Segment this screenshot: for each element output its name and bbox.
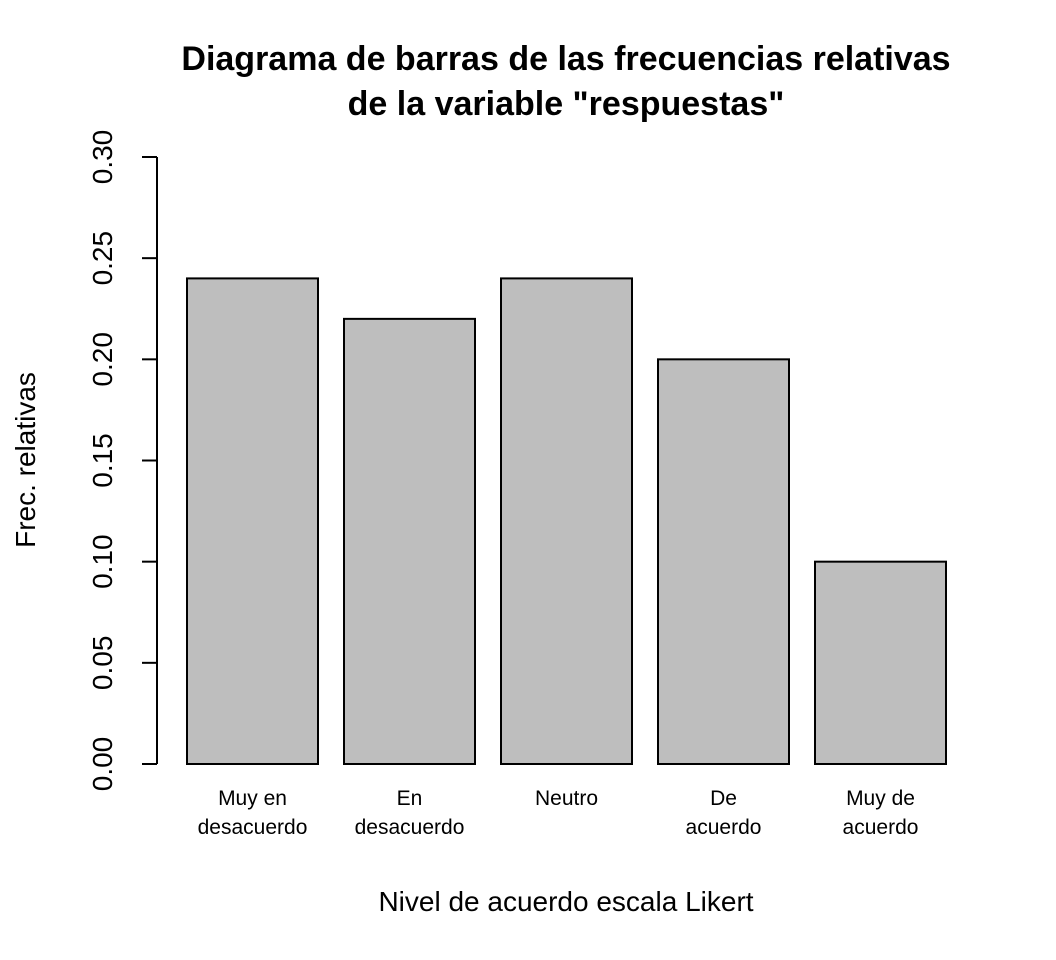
y-tick-label: 0.10 [87, 534, 118, 589]
y-tick-label: 0.25 [87, 231, 118, 286]
y-tick-label: 0.30 [87, 130, 118, 185]
bar-3 [500, 277, 633, 765]
y-axis-label: Frec. relativas [10, 372, 41, 548]
chart-title-line-1: Diagrama de barras de las frecuencias re… [181, 40, 950, 78]
y-tick-label: 0.00 [87, 737, 118, 792]
x-category-label-4: De acuerdo [686, 787, 762, 839]
x-axis-label: Nivel de acuerdo escala Likert [378, 886, 753, 917]
x-axis-category-labels: Muy en desacuerdo En desacuerdo Neutro De acue… [198, 787, 919, 839]
bar-4 [657, 358, 790, 765]
x-category-label-2: En desacuerdo [355, 787, 465, 839]
bar-1 [186, 277, 319, 765]
x-category-label-3: Neutro [535, 787, 598, 810]
chart-title-line-2: de la variable "respuestas" [348, 85, 785, 123]
y-tick-label: 0.15 [87, 433, 118, 488]
chart-title: Diagrama de barras de las frecuencias re… [181, 40, 950, 123]
y-axis: 0.00 0.05 0.10 0.15 0.20 0.25 0.30 [87, 130, 158, 792]
y-tick-label: 0.05 [87, 636, 118, 691]
bar-2 [343, 317, 476, 765]
x-category-label-5: Muy de acuerdo [843, 787, 919, 839]
bar-5 [814, 560, 947, 766]
y-tick-label: 0.20 [87, 332, 118, 387]
x-category-label-1: Muy en desacuerdo [198, 787, 308, 839]
bars-group [186, 277, 947, 766]
